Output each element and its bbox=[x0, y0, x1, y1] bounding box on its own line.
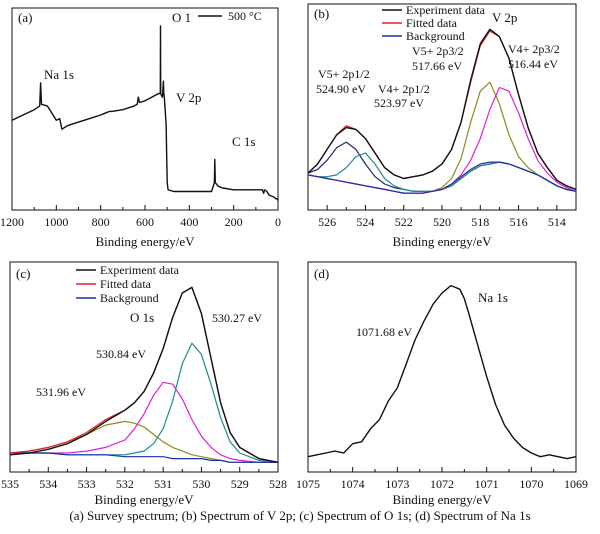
annotation-v4-2p32-energy: 516.44 eV bbox=[508, 57, 558, 71]
legend-entry-background: Background bbox=[406, 29, 465, 43]
series-line-500-c bbox=[11, 25, 279, 201]
series-line-experiment-data bbox=[307, 28, 577, 191]
annotation-o1: O 1 bbox=[172, 10, 191, 25]
annotation-v5-2p32: V5+ 2p3/2 bbox=[412, 44, 464, 58]
x-tick-label: 520 bbox=[433, 215, 451, 229]
x-tick-label: 1071 bbox=[475, 477, 499, 491]
panel-a: (a) 500 °C O 1 Na 1s V 2p C 1s Binding e… bbox=[0, 7, 281, 249]
series-line-background bbox=[307, 161, 577, 194]
panel-d-xlabel: Binding energy/eV bbox=[392, 492, 492, 507]
x-tick-label: 528 bbox=[269, 477, 287, 491]
x-tick-label: 516 bbox=[510, 215, 528, 229]
annotation-v4-2p32: V4+ 2p3/2 bbox=[508, 42, 560, 56]
legend-entry-background-c: Background bbox=[100, 291, 159, 305]
x-tick-label: 1070 bbox=[519, 477, 543, 491]
x-tick-label: 531 bbox=[154, 477, 172, 491]
x-tick-label: 532 bbox=[116, 477, 134, 491]
series-line-experiment-data bbox=[9, 286, 279, 463]
annotation-v4-2p12-energy: 523.97 eV bbox=[374, 96, 424, 110]
series-line-component-peak-4 bbox=[10, 381, 278, 463]
x-tick-label: 1075 bbox=[296, 477, 320, 491]
panel-a-xlabel: Binding energy/eV bbox=[95, 234, 195, 249]
panel-c-xlabel: Binding energy/eV bbox=[94, 492, 194, 507]
annotation-v5-2p12: V5+ 2p1/2 bbox=[318, 67, 370, 81]
series-line-component-peak-5 bbox=[307, 81, 577, 194]
annotation-v4-2p12: V4+ 2p1/2 bbox=[378, 82, 430, 96]
panel-a-frame bbox=[11, 7, 279, 211]
annotation-530-84: 530.84 eV bbox=[96, 347, 146, 361]
annotation-v2p: V 2p bbox=[176, 90, 201, 105]
x-tick-label: 522 bbox=[395, 215, 413, 229]
annotation-o1s: O 1s bbox=[130, 310, 154, 325]
annotation-1071-68: 1071.68 eV bbox=[356, 325, 412, 339]
panel-b: (b) Experiment data Fitted data Backgrou… bbox=[307, 3, 577, 249]
x-tick-label: 1072 bbox=[430, 477, 454, 491]
x-tick-label: 518 bbox=[471, 215, 489, 229]
annotation-v5-2p12-energy: 524.90 eV bbox=[316, 82, 366, 96]
panel-c: (c) Experiment data Fitted data Backgrou… bbox=[1, 261, 287, 507]
panel-d-label: (d) bbox=[314, 266, 329, 281]
x-tick-label: 514 bbox=[548, 215, 566, 229]
series-line-na-1s bbox=[307, 284, 577, 460]
series-line-background bbox=[10, 452, 278, 463]
x-tick-label: 524 bbox=[356, 215, 374, 229]
panel-c-label: (c) bbox=[16, 266, 30, 281]
annotation-v2p-b: V 2p bbox=[492, 10, 517, 25]
x-tick-label: 800 bbox=[92, 215, 110, 229]
panel-b-label: (b) bbox=[314, 6, 329, 21]
x-tick-label: 533 bbox=[78, 477, 96, 491]
panel-a-label: (a) bbox=[18, 10, 32, 25]
figure-caption: (a) Survey spectrum; (b) Spectrum of V 2… bbox=[69, 508, 531, 523]
x-tick-label: 534 bbox=[39, 477, 57, 491]
series-line-component-peak-6 bbox=[307, 86, 577, 194]
panel-b-xlabel: Binding energy/eV bbox=[392, 234, 492, 249]
x-tick-label: 400 bbox=[180, 215, 198, 229]
annotation-na1s: Na 1s bbox=[44, 67, 74, 82]
panel-d: (d) Na 1s 1071.68 eV Binding energy/eV 1… bbox=[296, 261, 588, 507]
x-tick-label: 529 bbox=[231, 477, 249, 491]
legend-entry-500c: 500 °C bbox=[228, 9, 262, 23]
annotation-530-27: 530.27 eV bbox=[212, 311, 262, 325]
x-tick-label: 526 bbox=[318, 215, 336, 229]
x-tick-label: 530 bbox=[192, 477, 210, 491]
series-line-component-peak-4 bbox=[307, 152, 577, 192]
annotation-c1s: C 1s bbox=[232, 134, 255, 149]
x-tick-label: 200 bbox=[225, 215, 243, 229]
legend-entry-fitted-c: Fitted data bbox=[100, 277, 152, 291]
x-tick-label: 1074 bbox=[341, 477, 365, 491]
legend-entry-experiment: Experiment data bbox=[406, 3, 486, 17]
x-tick-label: 1000 bbox=[44, 215, 68, 229]
x-tick-label: 600 bbox=[136, 215, 154, 229]
annotation-na1s-d: Na 1s bbox=[478, 290, 508, 305]
x-tick-label: 535 bbox=[1, 477, 19, 491]
x-tick-label: 1200 bbox=[0, 215, 24, 229]
x-tick-label: 1069 bbox=[564, 477, 588, 491]
x-tick-label: 1073 bbox=[385, 477, 409, 491]
annotation-v5-2p32-energy: 517.66 eV bbox=[412, 59, 462, 73]
annotation-531-96: 531.96 eV bbox=[36, 385, 86, 399]
x-tick-label: 0 bbox=[275, 215, 281, 229]
legend-entry-fitted: Fitted data bbox=[406, 16, 458, 30]
legend-entry-experiment-c: Experiment data bbox=[100, 263, 180, 277]
